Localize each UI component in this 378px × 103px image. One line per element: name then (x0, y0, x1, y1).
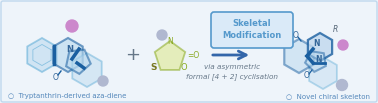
Polygon shape (309, 57, 337, 89)
Text: O: O (293, 30, 299, 39)
Circle shape (338, 40, 348, 50)
Polygon shape (66, 50, 91, 74)
Polygon shape (53, 38, 83, 72)
Text: +: + (125, 46, 141, 64)
Text: R: R (332, 25, 338, 33)
Circle shape (336, 80, 347, 91)
Text: =O: =O (187, 50, 199, 60)
Text: Skeletal: Skeletal (233, 19, 271, 28)
Polygon shape (155, 41, 185, 70)
Polygon shape (308, 33, 332, 61)
Text: N: N (167, 36, 173, 46)
Circle shape (157, 30, 167, 40)
Text: O: O (304, 71, 310, 81)
Text: ○  Tryptanthrin-derived aza-diene: ○ Tryptanthrin-derived aza-diene (8, 93, 126, 99)
Text: Modification: Modification (222, 30, 282, 39)
Text: via asymmetric: via asymmetric (204, 64, 260, 70)
Polygon shape (72, 53, 102, 87)
Text: O: O (181, 64, 187, 73)
Text: N: N (316, 54, 322, 64)
Polygon shape (27, 38, 57, 72)
Text: S: S (151, 64, 157, 73)
Polygon shape (305, 51, 326, 72)
Polygon shape (284, 39, 314, 73)
Text: N: N (67, 44, 73, 53)
Text: formal [4 + 2] cyclisation: formal [4 + 2] cyclisation (186, 74, 278, 80)
Text: N: N (313, 39, 319, 47)
FancyBboxPatch shape (1, 1, 377, 102)
Text: ○  Novel chiral skeleton: ○ Novel chiral skeleton (286, 93, 370, 99)
Circle shape (66, 20, 78, 32)
Circle shape (98, 76, 108, 86)
FancyBboxPatch shape (211, 12, 293, 48)
Text: O: O (53, 73, 59, 81)
